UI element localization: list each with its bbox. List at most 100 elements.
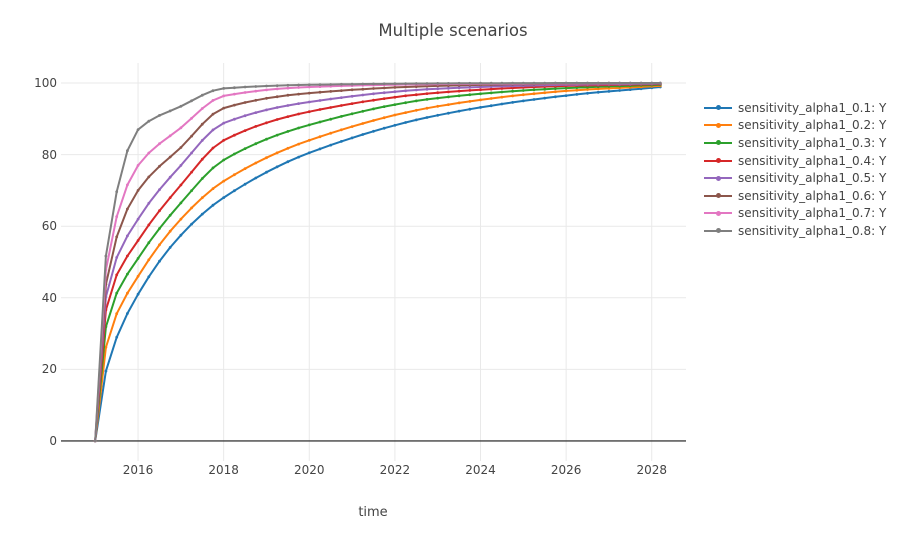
series-marker [372, 129, 375, 133]
series-marker [168, 246, 172, 249]
series-marker [104, 254, 108, 258]
x-axis-title: time [358, 505, 388, 520]
series-marker [168, 213, 172, 217]
series-marker [468, 81, 472, 85]
series-marker [479, 106, 482, 109]
series-marker [307, 110, 311, 114]
series-marker [404, 101, 407, 105]
legend-label: sensitivity_alpha1_0.5: Y [738, 171, 887, 186]
legend-item[interactable]: sensitivity_alpha1_0.2: Y [704, 117, 886, 135]
series-marker [286, 83, 290, 87]
series-marker [457, 109, 461, 113]
series-marker [404, 82, 407, 85]
series-marker [211, 146, 215, 150]
series-marker [307, 151, 311, 155]
legend-item[interactable]: sensitivity_alpha1_0.4: Y [704, 152, 886, 170]
series-marker [222, 94, 226, 98]
series-marker [404, 94, 407, 98]
series-marker [447, 82, 450, 85]
series-marker [543, 87, 547, 91]
series-marker [211, 128, 215, 132]
series-line [94, 82, 661, 442]
series-marker [382, 116, 386, 120]
series-marker [564, 94, 568, 97]
series-marker [318, 99, 322, 102]
series-marker [158, 114, 161, 117]
legend-item[interactable]: sensitivity_alpha1_0.8: Y [704, 222, 886, 240]
series-marker [414, 99, 418, 103]
series-marker [350, 88, 354, 92]
series-marker [211, 112, 215, 116]
series-marker [136, 217, 140, 221]
x-tick-label: 2018 [208, 463, 239, 477]
legend-item[interactable]: sensitivity_alpha1_0.3: Y [704, 134, 886, 152]
series-marker [147, 275, 151, 279]
series-marker [404, 85, 407, 89]
series-marker [329, 90, 333, 93]
legend-item[interactable]: sensitivity_alpha1_0.5: Y [704, 169, 886, 187]
series-marker [307, 123, 311, 127]
series-marker [168, 109, 172, 113]
series-marker [233, 92, 236, 96]
series-marker [158, 142, 161, 146]
series-marker [382, 86, 386, 90]
series-marker [393, 90, 397, 94]
series-marker [147, 223, 151, 227]
series-marker [179, 164, 183, 167]
series-marker [115, 190, 119, 194]
series-marker [190, 189, 194, 193]
series-marker [233, 103, 236, 107]
series-marker [489, 81, 493, 85]
series-marker [618, 81, 621, 85]
series-marker [489, 104, 493, 108]
legend-item[interactable]: sensitivity_alpha1_0.7: Y [704, 205, 886, 223]
series-marker [297, 126, 300, 130]
series-marker [243, 182, 247, 186]
series-marker [382, 105, 386, 108]
series-marker [158, 243, 161, 247]
series-marker [554, 90, 557, 94]
series-marker [350, 94, 354, 98]
x-tick-label: 2024 [465, 463, 496, 477]
series-marker [297, 155, 300, 159]
legend-item[interactable]: sensitivity_alpha1_0.1: Y [704, 99, 886, 117]
series-marker [190, 116, 194, 120]
series-marker [211, 166, 215, 170]
series-marker [254, 89, 258, 93]
series-marker [254, 161, 258, 165]
series-marker [243, 167, 247, 171]
series-marker [489, 91, 493, 95]
series-line [94, 82, 661, 442]
series-marker [404, 89, 407, 93]
series-marker [457, 86, 461, 90]
series-marker [393, 82, 397, 86]
series-marker [275, 84, 279, 87]
series-marker [436, 82, 440, 85]
series-marker [104, 369, 108, 373]
series-marker [222, 138, 226, 142]
series-marker [126, 149, 129, 153]
series-marker [179, 233, 183, 237]
x-tick-label: 2016 [122, 463, 154, 477]
series-marker [414, 88, 418, 92]
series-marker [93, 439, 97, 443]
series-marker [340, 96, 343, 99]
series-marker [532, 92, 536, 96]
series-marker [243, 129, 247, 133]
series-marker [243, 101, 247, 104]
series-marker [457, 101, 461, 105]
series-marker [190, 222, 194, 226]
legend-item[interactable]: sensitivity_alpha1_0.6: Y [704, 187, 886, 205]
series-marker [147, 175, 151, 179]
series-marker [329, 143, 333, 147]
series-marker [265, 137, 268, 141]
series-marker [468, 89, 472, 92]
series-marker [297, 102, 300, 105]
series-marker [265, 108, 268, 112]
series-marker [136, 189, 140, 192]
series-marker [436, 104, 440, 108]
series-marker [521, 93, 525, 97]
series-marker [564, 89, 568, 93]
